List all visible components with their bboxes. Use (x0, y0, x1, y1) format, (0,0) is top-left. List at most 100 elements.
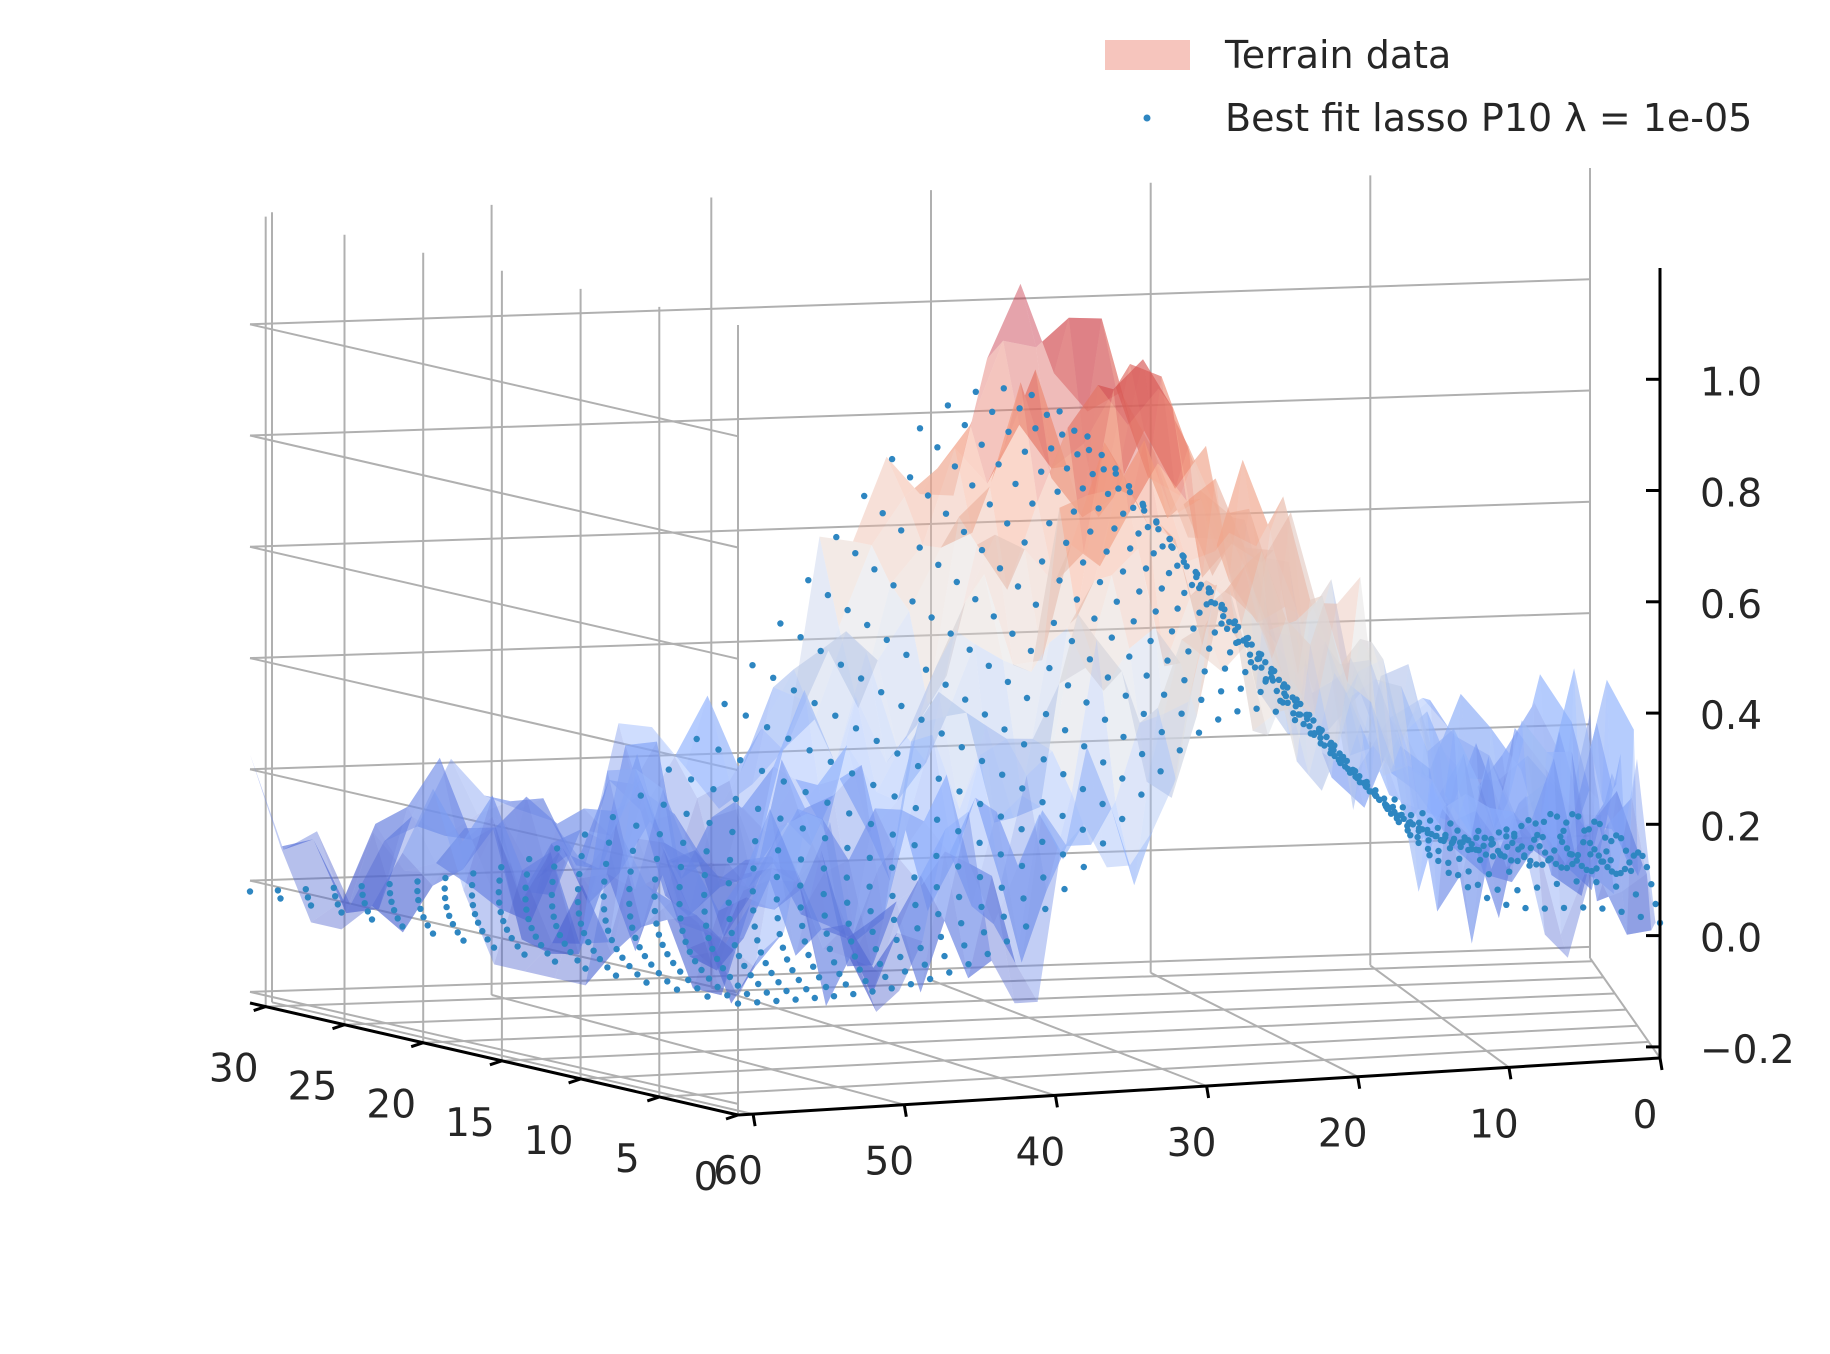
fit-point (724, 992, 731, 999)
x-tick-label: 40 (1016, 1130, 1066, 1175)
fit-point (1534, 831, 1541, 839)
fit-point (1242, 668, 1249, 676)
fit-point (768, 969, 775, 977)
terrain-surface-cell (1568, 668, 1602, 837)
fit-point (914, 925, 921, 932)
fit-point (843, 874, 850, 881)
terrain-surface-cell (375, 806, 437, 871)
fit-point (972, 596, 979, 603)
fit-point (1089, 470, 1096, 478)
terrain-surface-cell (1591, 722, 1625, 891)
fit-point (1461, 834, 1468, 841)
fit-point (889, 892, 896, 900)
terrain-surface-cell (1430, 700, 1470, 801)
fit-point (1257, 688, 1264, 696)
terrain-surface-cell (1566, 721, 1604, 841)
fit-point (576, 870, 583, 878)
fit-point (479, 927, 486, 935)
terrain-surface-cell (1608, 758, 1637, 894)
fit-point (417, 905, 424, 912)
fit-point (1511, 833, 1518, 840)
fit-point (1591, 846, 1598, 853)
terrain-surface-cell (492, 817, 551, 954)
fit-point (655, 931, 663, 938)
fit-point (1292, 703, 1300, 710)
fit-point (810, 963, 817, 970)
fit-point (1279, 683, 1287, 690)
terrain-surface-cell (940, 486, 990, 548)
fit-point (998, 884, 1005, 891)
terrain-surface-cell (802, 822, 854, 1007)
fit-point (1558, 864, 1565, 871)
fit-point (1532, 820, 1539, 827)
fit-point (1144, 523, 1152, 531)
fit-point (1509, 839, 1516, 847)
fit-point (1120, 733, 1127, 741)
fit-point (821, 912, 828, 919)
fit-point (1208, 598, 1215, 606)
terrain-surface-cell (806, 626, 859, 709)
terrain-surface-cell (1138, 548, 1181, 667)
terrain-surface-cell (1375, 679, 1412, 763)
fit-point (1281, 690, 1288, 697)
fit-point (1127, 545, 1134, 552)
terrain-surface-cell (433, 828, 494, 873)
terrain-surface-cell (1083, 389, 1129, 567)
fit-point (332, 893, 339, 900)
fit-point (500, 917, 507, 925)
fit-point (773, 873, 781, 881)
terrain-surface-cell (1144, 440, 1188, 562)
fit-point (1019, 785, 1026, 792)
terrain-surface-cell (504, 821, 563, 923)
fit-point (670, 959, 677, 967)
fit-point (811, 994, 818, 1002)
fit-point (1593, 865, 1600, 872)
fit-point (1442, 831, 1449, 839)
terrain-surface-cell (1164, 580, 1207, 667)
terrain-surface-cell (897, 716, 947, 801)
terrain-surface-cell (1098, 364, 1145, 518)
fit-point (726, 915, 733, 923)
fit-point (734, 1000, 742, 1007)
terrain-surface-cell (1337, 669, 1375, 734)
fit-point (1020, 741, 1028, 748)
fit-point (891, 793, 898, 800)
terrain-surface-cell (847, 924, 898, 996)
fit-point (1475, 847, 1483, 854)
terrain-surface-cell (1298, 620, 1340, 729)
fit-point (1536, 843, 1543, 850)
fit-point (1602, 834, 1609, 841)
fit-point (1122, 692, 1130, 699)
terrain-surface-cell (1283, 496, 1323, 621)
fit-point (514, 943, 521, 950)
terrain-surface-cell (1537, 843, 1568, 958)
terrain-surface-cell (688, 807, 743, 917)
terrain-surface-cell (451, 758, 511, 815)
fit-point (1521, 852, 1528, 859)
fit-point (953, 578, 960, 586)
fit-point (721, 700, 728, 708)
fit-point (498, 864, 505, 871)
fit-point (821, 835, 829, 842)
terrain-surface-cell (1042, 746, 1087, 860)
fit-point (797, 634, 804, 641)
terrain-surface-cell (866, 651, 917, 763)
fit-point (1042, 905, 1049, 913)
terrain-surface-cell (494, 870, 553, 972)
terrain-surface-cell (691, 859, 746, 937)
y-tick-mark (725, 1113, 739, 1121)
fit-point (626, 900, 633, 907)
fit-point (613, 945, 620, 953)
terrain-surface-cell (1200, 459, 1243, 581)
fit-point (1168, 628, 1176, 635)
terrain-surface-cell (518, 798, 577, 866)
terrain-surface-cell (1529, 758, 1561, 935)
fit-point (659, 941, 666, 948)
fit-point (1001, 726, 1008, 733)
terrain-surface-cell (1233, 517, 1277, 644)
terrain-surface-cell (938, 691, 987, 810)
terrain-surface-cell (851, 808, 902, 939)
terrain-surface-cell (689, 890, 744, 971)
fit-point (1164, 657, 1171, 664)
